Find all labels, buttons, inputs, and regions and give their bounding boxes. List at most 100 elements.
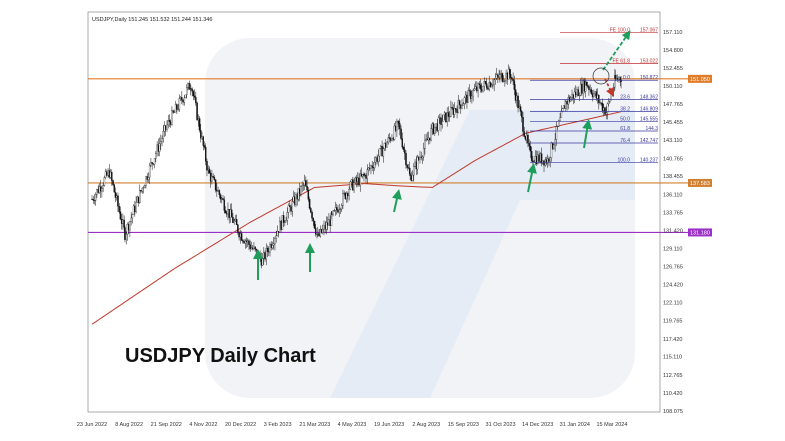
candle-body — [400, 128, 402, 139]
candle-body — [277, 231, 280, 233]
support-arrow-up-icon — [527, 163, 537, 193]
watermark-logo — [205, 38, 635, 398]
candle-body — [319, 229, 322, 237]
candle-body — [263, 252, 265, 259]
candle-body — [566, 101, 568, 105]
candle-body — [554, 139, 556, 146]
highlight-circle — [592, 67, 610, 85]
candle-body — [305, 180, 307, 187]
candle-body — [172, 110, 174, 113]
candle-body — [467, 90, 469, 103]
candle-body — [529, 145, 532, 152]
candle-body — [418, 157, 420, 160]
candle-body — [140, 190, 142, 192]
candle-body — [127, 224, 130, 231]
candle-body — [173, 111, 176, 113]
candle-body — [542, 160, 544, 164]
candle-body — [521, 111, 523, 118]
x-tick-label: 31 Oct 2023 — [486, 422, 516, 428]
candle-body — [193, 95, 196, 98]
candle-body — [366, 169, 368, 179]
candle-body — [102, 185, 104, 189]
fib-price-label: 144.3 — [645, 126, 658, 132]
candle-body — [487, 87, 489, 90]
candle-body — [233, 220, 235, 223]
candle-body — [284, 221, 286, 223]
candle-body — [585, 81, 588, 86]
candle-body — [442, 114, 445, 122]
candle-body — [195, 97, 197, 104]
candle-body — [260, 257, 263, 266]
candle-body — [518, 106, 521, 109]
projected-up-arrow-icon — [602, 30, 631, 71]
candle-body — [291, 201, 294, 212]
candle-body — [558, 120, 560, 127]
candle-body — [595, 91, 598, 99]
candle-body — [302, 184, 305, 186]
candle-body — [259, 253, 261, 259]
candle-body — [560, 110, 563, 118]
candle-body — [605, 112, 607, 115]
candle-body — [214, 179, 217, 191]
candle-body — [91, 198, 93, 200]
candle-body — [207, 168, 209, 171]
candle-body — [239, 233, 242, 238]
candle-body — [407, 167, 410, 169]
candle-body — [223, 199, 226, 211]
candle-body — [147, 177, 150, 180]
candle-body — [401, 138, 404, 148]
candle-body — [415, 161, 418, 170]
candle-body — [385, 143, 387, 148]
x-tick-label: 14 Dec 2023 — [522, 422, 553, 428]
candle-body — [249, 244, 251, 250]
candle-body — [371, 165, 373, 168]
candle-body — [153, 158, 156, 165]
candle-body — [279, 221, 281, 233]
candle-body — [493, 79, 495, 85]
y-tick-label: 108.075 — [663, 409, 683, 415]
candle-body — [389, 138, 392, 141]
candle-body — [573, 91, 576, 99]
candle-body — [156, 144, 158, 154]
y-tick-label: 157.110 — [663, 30, 682, 36]
candle-body — [268, 251, 270, 253]
candle-body — [272, 243, 275, 246]
candle-body — [427, 137, 430, 141]
y-tick-label: 143.110 — [663, 138, 682, 144]
candle-body — [409, 173, 411, 176]
candle-body — [516, 95, 518, 101]
candle-body — [579, 83, 582, 96]
candle-body — [103, 177, 106, 186]
candle-body — [481, 88, 483, 92]
candle-body — [187, 83, 189, 88]
candle-body — [196, 102, 198, 121]
candle-body — [382, 148, 385, 157]
candle-body — [99, 186, 102, 192]
candle-body — [137, 196, 140, 204]
candle-body — [347, 192, 349, 196]
candle-body — [497, 74, 499, 77]
candle-body — [151, 162, 153, 164]
candle-body — [612, 86, 615, 92]
support-arrow-up-icon — [582, 119, 593, 149]
candle-body — [381, 145, 383, 157]
candle-body — [142, 187, 145, 189]
candle-body — [145, 176, 147, 186]
candle-body — [538, 154, 540, 162]
fib-price-label: 146.809 — [640, 107, 658, 113]
fib-level-label: 38.2 — [620, 107, 630, 113]
candle-body — [198, 118, 201, 131]
candle-body — [332, 210, 334, 215]
candle-body — [306, 186, 308, 191]
candle-body — [177, 108, 179, 110]
candle-body — [109, 171, 112, 178]
candle-body — [614, 75, 617, 80]
candle-body — [556, 126, 559, 128]
fib-level-label: 100.0 — [617, 157, 630, 163]
candle-body — [188, 83, 190, 90]
candle-body — [501, 73, 504, 82]
candle-body — [337, 209, 339, 213]
candle-body — [373, 162, 376, 169]
candle-body — [416, 157, 419, 170]
y-tick-label: 131.420 — [663, 229, 683, 235]
